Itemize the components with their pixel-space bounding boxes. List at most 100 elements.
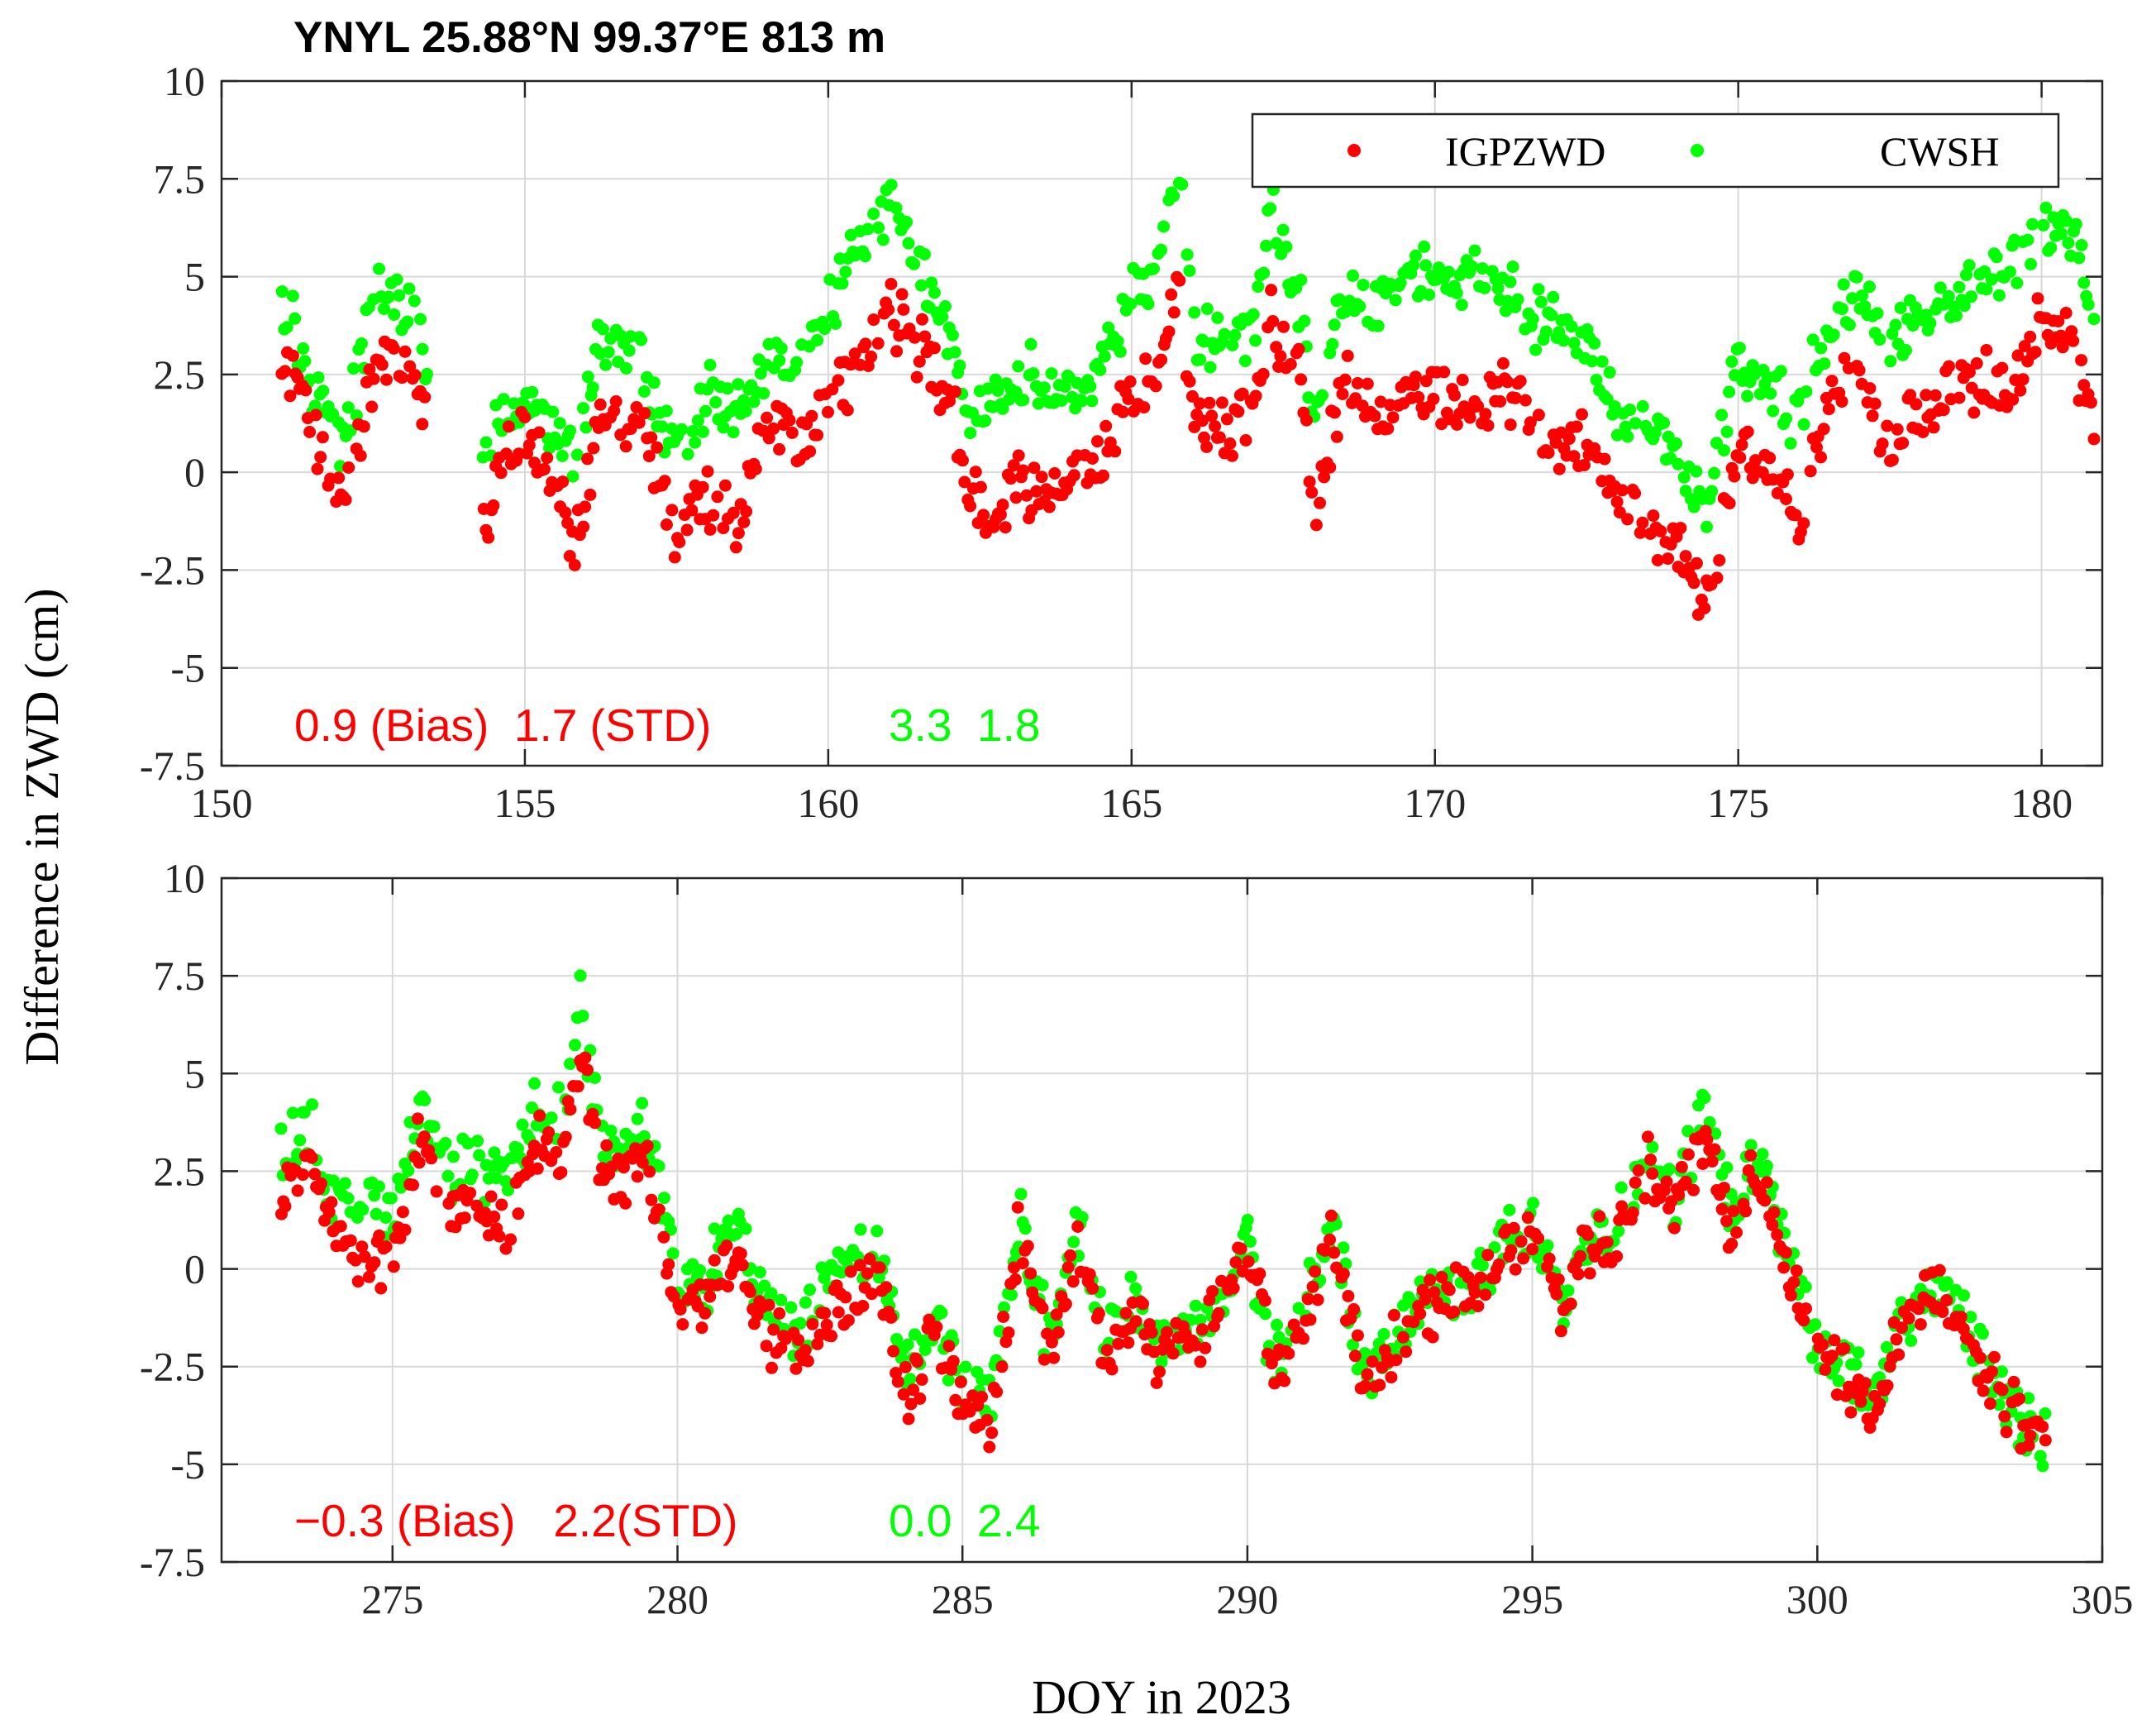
top-point-cwsh bbox=[378, 303, 390, 315]
top-point-igpzwd bbox=[1223, 437, 1237, 450]
top-point-cwsh bbox=[844, 228, 857, 241]
top-axis-ticks: -7.5 -5 -2.5 0 2.5 5 7.5 10 150 155 160 165 170 175 18… bbox=[140, 58, 2102, 826]
top-point-cwsh bbox=[1960, 268, 1972, 281]
bottom-point-igpzwd bbox=[1863, 1421, 1877, 1434]
bottom-point-cwsh bbox=[1358, 1347, 1371, 1360]
top-point-cwsh bbox=[2003, 265, 2016, 279]
bottom-point-igpzwd bbox=[1715, 1202, 1729, 1216]
top-point-igpzwd bbox=[1091, 435, 1104, 448]
bottom-point-igpzwd bbox=[1390, 1354, 1403, 1367]
top-point-cwsh bbox=[1371, 319, 1385, 332]
top-point-igpzwd bbox=[908, 331, 921, 344]
top-point-igpzwd bbox=[1341, 349, 1354, 362]
top-point-igpzwd bbox=[651, 441, 664, 454]
bottom-point-cwsh bbox=[370, 1207, 383, 1220]
bottom-point-igpzwd bbox=[396, 1206, 409, 1219]
top-point-igpzwd bbox=[1195, 414, 1209, 427]
bottom-point-igpzwd bbox=[997, 1311, 1010, 1323]
bottom-point-igpzwd bbox=[564, 1103, 577, 1116]
top-point-cwsh bbox=[839, 265, 852, 279]
top-point-cwsh bbox=[286, 289, 299, 303]
top-point-cwsh bbox=[867, 208, 880, 221]
top-point-cwsh bbox=[1194, 353, 1207, 366]
top-point-igpzwd bbox=[1789, 509, 1802, 522]
bottom-point-igpzwd bbox=[704, 1290, 717, 1303]
bottom-point-cwsh bbox=[1756, 1148, 1769, 1161]
top-point-igpzwd bbox=[1239, 434, 1252, 447]
top-point-cwsh bbox=[1280, 241, 1293, 254]
top-point-cwsh bbox=[421, 367, 433, 380]
top-point-igpzwd bbox=[398, 345, 412, 358]
top-point-igpzwd bbox=[1504, 418, 1517, 432]
top-point-igpzwd bbox=[2024, 330, 2037, 343]
bottom-point-igpzwd bbox=[1414, 1307, 1427, 1321]
top-point-cwsh bbox=[1846, 292, 1859, 305]
bottom-point-igpzwd bbox=[571, 1080, 584, 1093]
top-point-cwsh bbox=[2021, 233, 2034, 246]
top-point-cwsh bbox=[890, 201, 903, 214]
top-point-cwsh bbox=[1017, 394, 1030, 407]
bottom-point-cwsh bbox=[935, 1306, 948, 1320]
bottom-point-igpzwd bbox=[1739, 1205, 1753, 1218]
top-point-cwsh bbox=[727, 426, 740, 439]
bottom-point-igpzwd bbox=[947, 1354, 960, 1368]
top-point-igpzwd bbox=[2014, 384, 2027, 397]
top-point-cwsh bbox=[2025, 258, 2037, 270]
top-point-igpzwd bbox=[1017, 464, 1030, 477]
top-point-igpzwd bbox=[1338, 373, 1352, 386]
top-point-cwsh bbox=[1677, 470, 1691, 484]
bottom-point-igpzwd bbox=[1021, 1239, 1034, 1253]
top-point-igpzwd bbox=[1138, 401, 1151, 414]
top-point-igpzwd bbox=[1953, 391, 1966, 404]
bottom-point-cwsh bbox=[564, 1058, 577, 1071]
bottom-point-igpzwd bbox=[1517, 1252, 1530, 1265]
bottom-point-igpzwd bbox=[531, 1162, 544, 1175]
top-point-igpzwd bbox=[1020, 489, 1033, 502]
top-point-igpzwd bbox=[1249, 389, 1262, 403]
top-point-cwsh bbox=[1818, 357, 1831, 370]
top-point-igpzwd bbox=[2067, 334, 2080, 347]
top-point-cwsh bbox=[401, 315, 414, 328]
bottom-point-igpzwd bbox=[1675, 1160, 1688, 1173]
bottom-point-igpzwd bbox=[305, 1151, 318, 1164]
top-point-igpzwd bbox=[568, 559, 581, 571]
top-point-igpzwd bbox=[2087, 432, 2101, 446]
bottom-point-cwsh bbox=[631, 1112, 644, 1125]
bottom-point-igpzwd bbox=[844, 1265, 857, 1278]
bottom-point-igpzwd bbox=[674, 1303, 687, 1316]
top-point-igpzwd bbox=[408, 369, 422, 382]
top-point-cwsh bbox=[1963, 259, 1976, 272]
top-point-igpzwd bbox=[1274, 350, 1287, 363]
top-point-cwsh bbox=[393, 289, 406, 302]
top-point-igpzwd bbox=[1481, 419, 1495, 432]
bottom-point-igpzwd bbox=[1297, 1332, 1309, 1345]
top-point-cwsh bbox=[2082, 298, 2095, 311]
bottom-point-igpzwd bbox=[641, 1139, 654, 1153]
bottom-point-igpzwd bbox=[1045, 1335, 1058, 1349]
top-point-cwsh bbox=[1188, 306, 1201, 319]
top-point-igpzwd bbox=[645, 431, 658, 444]
bottom-point-igpzwd bbox=[1854, 1395, 1867, 1408]
bottom-point-igpzwd bbox=[374, 1282, 388, 1295]
top-point-igpzwd bbox=[1780, 493, 1792, 505]
bottom-point-igpzwd bbox=[398, 1223, 412, 1236]
bottom-scatter-points bbox=[274, 969, 2052, 1473]
top-point-igpzwd bbox=[1647, 509, 1660, 523]
bottom-point-igpzwd bbox=[1881, 1379, 1894, 1392]
top-point-igpzwd bbox=[494, 466, 508, 480]
bottom-point-igpzwd bbox=[657, 1230, 670, 1244]
top-point-igpzwd bbox=[577, 520, 590, 533]
top-point-cwsh bbox=[1228, 329, 1242, 342]
bottom-point-igpzwd bbox=[1819, 1363, 1832, 1376]
bottom-xtick-label: 285 bbox=[932, 1576, 994, 1622]
bottom-point-igpzwd bbox=[1009, 1273, 1022, 1286]
bottom-point-igpzwd bbox=[1514, 1235, 1528, 1248]
top-point-cwsh bbox=[914, 279, 928, 292]
top-point-igpzwd bbox=[563, 550, 576, 562]
top-point-cwsh bbox=[1718, 444, 1730, 457]
top-point-igpzwd bbox=[832, 374, 845, 387]
top-point-cwsh bbox=[686, 425, 699, 438]
top-point-igpzwd bbox=[1030, 485, 1043, 498]
top-point-cwsh bbox=[1511, 293, 1524, 306]
top-point-igpzwd bbox=[841, 404, 854, 417]
